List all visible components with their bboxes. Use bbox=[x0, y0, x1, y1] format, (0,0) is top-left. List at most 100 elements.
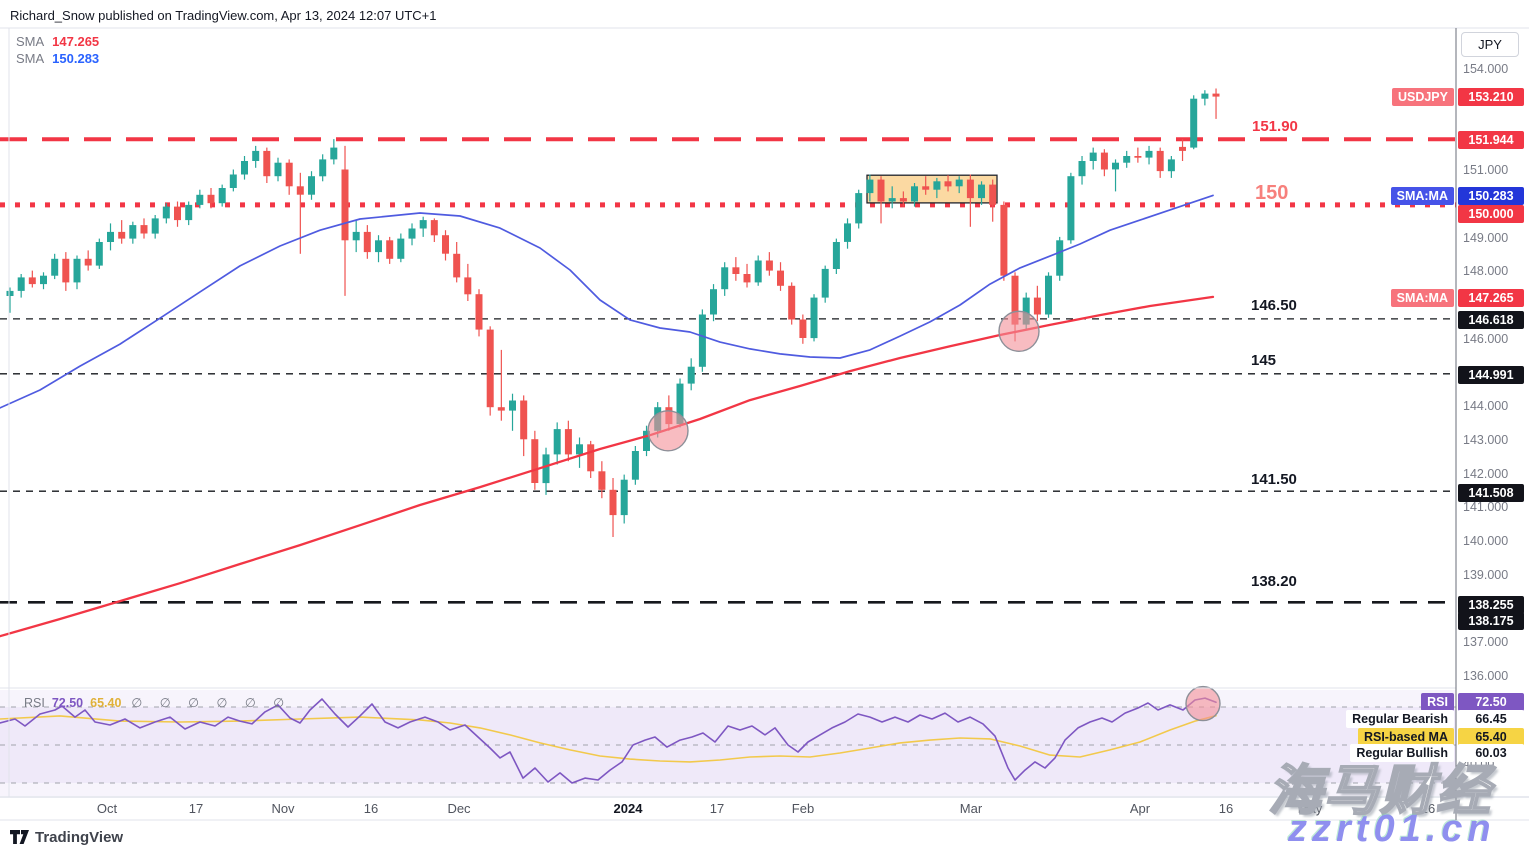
candle-body bbox=[174, 206, 181, 221]
candle-body bbox=[955, 179, 963, 187]
price-badge-153.210: 153.210 bbox=[1458, 88, 1524, 106]
candle-body bbox=[129, 225, 137, 239]
time-label-Apr[interactable]: Apr bbox=[1129, 801, 1151, 816]
rsi-ma-line bbox=[0, 714, 1217, 763]
watermark-url: zzrt01.cn bbox=[1288, 808, 1496, 850]
candle-body bbox=[810, 297, 818, 339]
time-label-16[interactable]: 16 bbox=[363, 801, 379, 816]
candle-body bbox=[576, 444, 583, 455]
time-label-Mar[interactable]: Mar bbox=[959, 801, 983, 816]
price-tick-151.000: 151.000 bbox=[1463, 163, 1509, 177]
price-badge-150.000: 150.000 bbox=[1458, 205, 1524, 223]
candle-body bbox=[341, 169, 349, 241]
level-label-145: 145 bbox=[1251, 352, 1277, 369]
candle-body bbox=[1067, 176, 1075, 241]
candle-body bbox=[363, 231, 371, 253]
candle-body bbox=[933, 181, 941, 190]
candle-body bbox=[520, 400, 528, 440]
sma-legend-row-2[interactable]: SMA 150.283 bbox=[16, 51, 99, 66]
candle-body bbox=[40, 275, 47, 285]
candle-body bbox=[888, 198, 896, 202]
candle-body bbox=[1201, 93, 1209, 99]
candle-body bbox=[1022, 297, 1030, 325]
rsi-label-rsi-based-ma: RSI-based MA bbox=[1357, 728, 1454, 746]
price-tick-136.000: 136.000 bbox=[1463, 669, 1509, 683]
candle-body bbox=[1123, 156, 1131, 163]
candle-body bbox=[419, 220, 427, 229]
time-label-17[interactable]: 17 bbox=[188, 801, 204, 816]
price-tick-142.000: 142.000 bbox=[1463, 467, 1509, 481]
highlight-circle bbox=[647, 410, 689, 452]
currency-button[interactable]: JPY bbox=[1461, 32, 1519, 57]
price-tick-141.000: 141.000 bbox=[1463, 500, 1509, 514]
candle-body bbox=[151, 218, 159, 234]
candle-body bbox=[107, 231, 114, 242]
rsi-divergence-flags: ∅ ∅ ∅ ∅ ∅ ∅ bbox=[131, 696, 292, 710]
time-label-17[interactable]: 17 bbox=[709, 801, 725, 816]
price-tick-140.000: 140.000 bbox=[1463, 534, 1509, 548]
candle-body bbox=[899, 198, 907, 202]
series-label-sma-ma: SMA:MA bbox=[1390, 289, 1454, 307]
candle-body bbox=[140, 225, 148, 234]
level-label-146.50: 146.50 bbox=[1251, 297, 1297, 314]
price-badge-150.283: 150.283 bbox=[1458, 187, 1524, 205]
candle-body bbox=[877, 179, 885, 202]
candle-body bbox=[587, 444, 595, 472]
tradingview-logo-icon bbox=[10, 830, 29, 844]
candle-body bbox=[51, 258, 59, 276]
candle-body bbox=[1190, 98, 1198, 148]
rsi-label-regular-bullish: Regular Bullish bbox=[1350, 744, 1454, 762]
candle-body bbox=[375, 240, 382, 253]
rsi-legend[interactable]: RSI 72.50 65.40 ∅ ∅ ∅ ∅ ∅ ∅ bbox=[24, 695, 291, 710]
candle-body bbox=[430, 220, 438, 236]
candle-body bbox=[598, 471, 606, 490]
candle-body bbox=[765, 260, 773, 271]
candle-body bbox=[229, 174, 237, 188]
candle-body bbox=[911, 186, 918, 202]
candle-body bbox=[509, 400, 516, 411]
candle-body bbox=[1045, 275, 1052, 315]
candle-body bbox=[777, 270, 784, 286]
time-label-Dec[interactable]: Dec bbox=[447, 801, 471, 816]
candle-body bbox=[17, 277, 25, 291]
sma-legend-row-1[interactable]: SMA 147.265 bbox=[16, 34, 99, 49]
candle-body bbox=[330, 147, 338, 160]
candle-body bbox=[743, 274, 751, 283]
price-tick-146.000: 146.000 bbox=[1463, 332, 1509, 346]
tradingview-attribution[interactable]: TradingView bbox=[10, 829, 123, 846]
candle-body bbox=[1179, 146, 1186, 151]
price-tick-137.000: 137.000 bbox=[1463, 635, 1509, 649]
consolidation-box bbox=[866, 174, 998, 204]
candle-body bbox=[241, 161, 248, 175]
candle-body bbox=[754, 260, 762, 283]
candle-body bbox=[84, 258, 92, 266]
candle-body bbox=[542, 454, 550, 484]
candle-body bbox=[95, 242, 103, 266]
time-label-2024[interactable]: 2024 bbox=[613, 801, 643, 816]
time-label-16[interactable]: 16 bbox=[1420, 801, 1436, 816]
sma-100-line bbox=[0, 194, 1214, 409]
price-badge-151.944: 151.944 bbox=[1458, 131, 1524, 149]
price-tick-149.000: 149.000 bbox=[1463, 231, 1509, 245]
candle-body bbox=[464, 277, 472, 295]
candle-body bbox=[196, 194, 204, 205]
rsi-value: 72.50 bbox=[51, 696, 84, 710]
time-label-16[interactable]: 16 bbox=[1218, 801, 1234, 816]
level-label-150: 150 bbox=[1255, 182, 1289, 204]
byline: Richard_Snow published on TradingView.co… bbox=[10, 8, 437, 23]
candle-body bbox=[732, 267, 740, 274]
time-label-May[interactable]: May bbox=[1297, 801, 1323, 816]
candle-body bbox=[1145, 150, 1153, 158]
time-label-Feb[interactable]: Feb bbox=[791, 801, 815, 816]
candle-body bbox=[821, 268, 829, 298]
time-label-Nov[interactable]: Nov bbox=[271, 801, 295, 816]
candle-body bbox=[28, 277, 36, 285]
candle-body bbox=[609, 489, 617, 516]
price-badge-138.255: 138.255 bbox=[1458, 596, 1524, 614]
time-label-Oct[interactable]: Oct bbox=[96, 801, 118, 816]
candle-body bbox=[73, 258, 81, 283]
candle-body bbox=[866, 179, 874, 194]
rsi-badge-72.50: 72.50 bbox=[1458, 693, 1524, 711]
candle-body bbox=[1089, 152, 1097, 161]
